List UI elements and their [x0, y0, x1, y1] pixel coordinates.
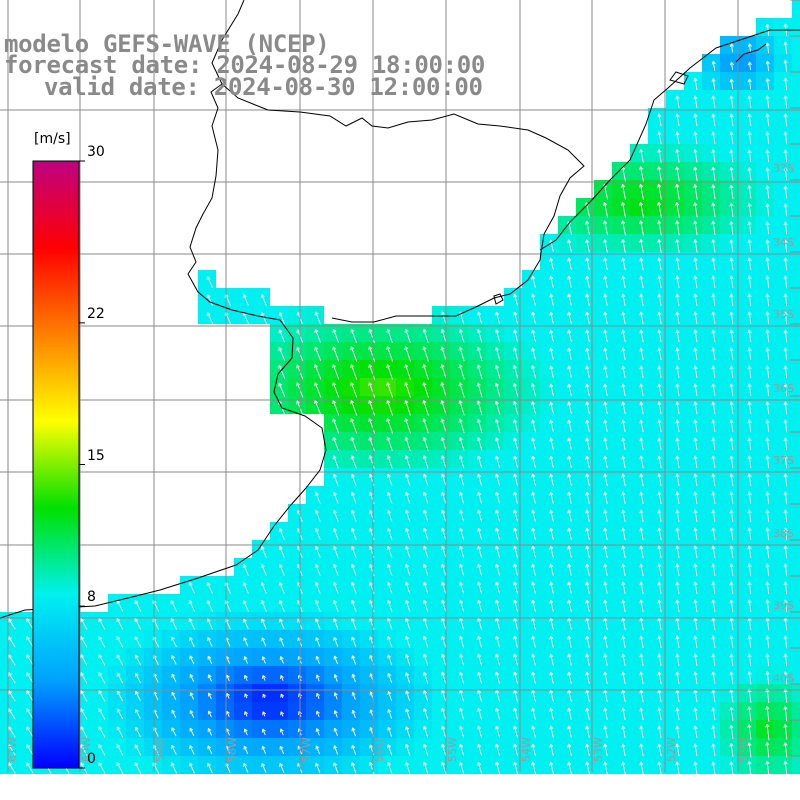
lat-label: 33S	[773, 162, 794, 175]
lat-label: 37S	[773, 454, 794, 467]
lon-label: 58W	[226, 737, 239, 762]
lat-label: 35S	[773, 308, 794, 321]
model-title: modelo GEFS-WAVE (NCEP)	[4, 30, 330, 58]
lon-label: 61W	[6, 737, 19, 762]
colorbar-tick-label: 15	[87, 447, 105, 464]
lon-label: 52W	[665, 737, 678, 762]
colorbar-tick-label: 22	[87, 305, 105, 322]
lon-label: 53W	[592, 737, 605, 762]
lon-label: 55W	[446, 737, 459, 762]
lon-label: 56W	[373, 737, 386, 762]
coastline	[0, 0, 800, 619]
grid-labels: 33S 34S 35S 36S 37S 38S 39S 40S 61W 60W 59W 58W 57W 5…	[6, 162, 794, 762]
colorbar-tick-label: 30	[87, 144, 105, 160]
forecast-date: forecast date: 2024-08-29 18:00:00	[4, 51, 486, 79]
colorbar-gradient	[32, 160, 80, 769]
lon-label: 60W	[80, 737, 93, 762]
colorbar-tick-label: 0	[87, 751, 96, 767]
colorbar-unit: [m/s]	[34, 131, 71, 147]
lon-label: 57W	[300, 737, 313, 762]
lat-label: 36S	[773, 382, 794, 395]
lon-label: 54W	[520, 737, 533, 762]
lat-label: 34S	[773, 236, 794, 249]
valid-date: valid date: 2024-08-30 12:00:00	[44, 73, 483, 101]
colorbar-tick-label: 8	[87, 589, 96, 606]
lat-label: 40S	[773, 672, 794, 685]
lat-label: 38S	[773, 527, 794, 540]
wind-vector-arrows	[8, 23, 788, 775]
lat-label: 39S	[773, 599, 794, 612]
lon-label: 59W	[154, 737, 167, 762]
lon-label: 51W	[738, 737, 751, 762]
wind-speed-field	[0, 0, 800, 774]
colorbar-ticks	[79, 160, 85, 769]
